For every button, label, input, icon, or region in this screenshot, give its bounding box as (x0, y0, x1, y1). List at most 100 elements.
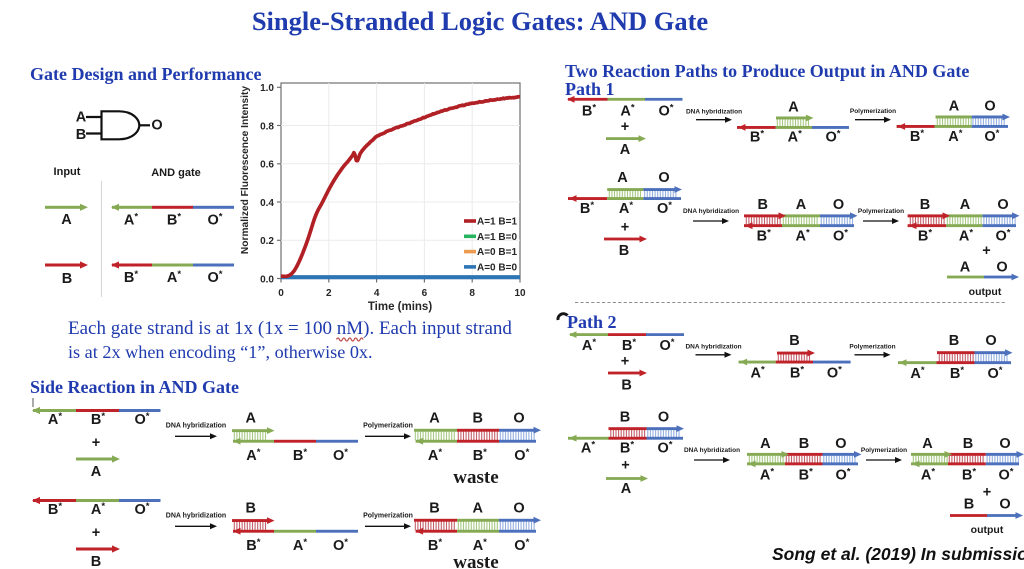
svg-text:Two Reaction Paths to Produce: Two Reaction Paths to Produce Output in … (565, 61, 969, 81)
svg-text:A: A (621, 481, 632, 497)
svg-text:0.4: 0.4 (260, 198, 274, 209)
svg-text:A: A (960, 197, 971, 213)
svg-text:Polymerization: Polymerization (861, 447, 907, 454)
svg-text:O*: O* (657, 200, 672, 217)
svg-text:6: 6 (422, 288, 428, 299)
svg-text:A: A (922, 436, 933, 452)
svg-text:+: + (621, 458, 629, 474)
svg-text:A*: A* (620, 102, 634, 119)
svg-text:+: + (621, 354, 629, 370)
svg-text:A: A (949, 98, 960, 114)
svg-text:+: + (983, 485, 991, 501)
svg-text:B: B (789, 333, 799, 349)
svg-text:A*: A* (910, 365, 924, 382)
svg-text:B*: B* (48, 501, 62, 518)
svg-text:+: + (621, 220, 629, 236)
svg-text:O*: O* (987, 365, 1002, 382)
svg-text:B: B (621, 377, 631, 393)
svg-text:B*: B* (293, 447, 307, 464)
svg-text:B*: B* (950, 365, 964, 382)
svg-text:+: + (621, 119, 629, 135)
svg-text:A*: A* (167, 269, 181, 286)
svg-text:B*: B* (580, 200, 594, 217)
svg-text:Input: Input (54, 166, 81, 178)
svg-text:A*: A* (91, 501, 105, 518)
svg-text:B*: B* (428, 537, 442, 554)
svg-text:B: B (91, 554, 101, 569)
svg-text:A*: A* (428, 447, 442, 464)
svg-text:B*: B* (962, 466, 976, 483)
svg-text:0.0: 0.0 (260, 274, 274, 285)
svg-text:A: A (760, 436, 771, 452)
svg-text:A: A (620, 142, 631, 158)
svg-text:O: O (997, 197, 1008, 213)
svg-text:O*: O* (995, 227, 1010, 244)
svg-text:B*: B* (620, 440, 634, 457)
svg-text:1.0: 1.0 (260, 83, 274, 94)
svg-text:O: O (999, 436, 1010, 452)
svg-text:B: B (920, 197, 930, 213)
svg-text:B: B (429, 500, 439, 516)
svg-text:O*: O* (835, 466, 850, 483)
svg-text:A: A (245, 411, 256, 427)
svg-text:O: O (985, 333, 996, 349)
svg-text:Polymerization: Polymerization (858, 208, 904, 215)
svg-text:A*: A* (48, 411, 62, 428)
svg-text:B*: B* (167, 211, 181, 228)
svg-text:B*: B* (918, 227, 932, 244)
svg-text:A*: A* (750, 364, 764, 381)
svg-text:B*: B* (910, 128, 924, 145)
svg-text:A*: A* (921, 466, 935, 483)
svg-text:+: + (92, 525, 100, 541)
svg-text:B: B (963, 436, 973, 452)
svg-text:O: O (658, 410, 669, 426)
svg-text:A=1 B=0: A=1 B=0 (477, 232, 517, 243)
svg-text:B*: B* (91, 411, 105, 428)
svg-text:A*: A* (619, 200, 633, 217)
svg-text:waste: waste (453, 552, 498, 569)
svg-text:O*: O* (134, 501, 149, 518)
svg-text:B*: B* (473, 447, 487, 464)
svg-text:0.8: 0.8 (260, 121, 274, 132)
svg-text:A*: A* (795, 227, 809, 244)
svg-text:A*: A* (246, 447, 260, 464)
svg-text:DNA hybridization: DNA hybridization (684, 447, 740, 454)
svg-text:output: output (969, 286, 1002, 298)
svg-text:10: 10 (514, 288, 526, 299)
svg-text:8: 8 (469, 288, 475, 299)
svg-text:B: B (245, 501, 255, 517)
svg-text:2: 2 (326, 288, 332, 299)
svg-text:Polymerization: Polymerization (849, 344, 895, 351)
svg-text:O*: O* (514, 447, 529, 464)
svg-text:O*: O* (833, 227, 848, 244)
svg-text:B*: B* (246, 537, 260, 554)
svg-text:B: B (620, 410, 630, 426)
svg-text:output: output (971, 524, 1004, 536)
svg-text:B*: B* (757, 227, 771, 244)
svg-text:A*: A* (582, 337, 596, 354)
svg-text:A: A (472, 500, 483, 516)
svg-text:A*: A* (959, 227, 973, 244)
svg-text:A=1 B=1: A=1 B=1 (477, 217, 517, 228)
svg-text:O: O (835, 436, 846, 452)
svg-text:Time (mins): Time (mins) (368, 301, 432, 313)
svg-text:O*: O* (825, 128, 840, 145)
svg-text:O*: O* (333, 447, 348, 464)
svg-text:B*: B* (799, 466, 813, 483)
svg-text:A: A (960, 260, 971, 276)
svg-text:O*: O* (207, 269, 222, 286)
svg-text:A: A (796, 197, 807, 213)
svg-text:B*: B* (124, 269, 138, 286)
svg-text:B: B (799, 436, 809, 452)
svg-text:A*: A* (948, 128, 962, 145)
svg-text:+: + (92, 435, 100, 451)
svg-text:Path 1: Path 1 (565, 79, 615, 99)
svg-text:O*: O* (984, 128, 999, 145)
svg-text:A: A (91, 464, 102, 480)
svg-text:B: B (949, 333, 959, 349)
svg-text:waste: waste (453, 467, 498, 488)
svg-text:Side Reaction in AND Gate: Side Reaction in AND Gate (30, 377, 239, 397)
svg-text:Polymerization: Polymerization (363, 423, 413, 430)
svg-text:A=0 B=1: A=0 B=1 (477, 247, 517, 258)
svg-text:DNA hybridization: DNA hybridization (166, 513, 226, 520)
